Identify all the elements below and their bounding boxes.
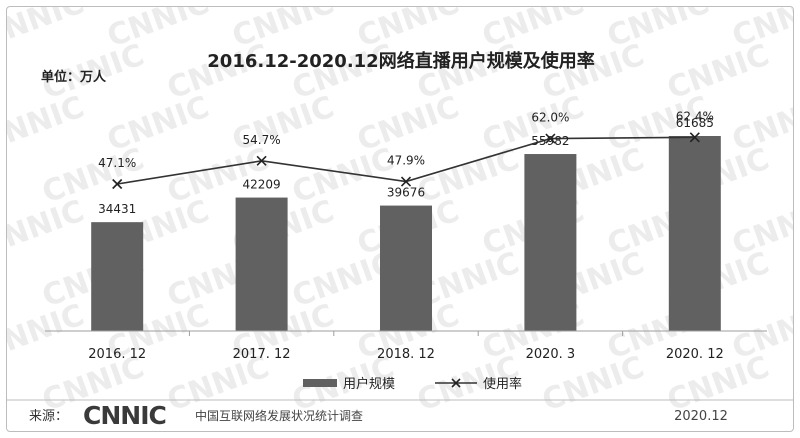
legend-marker-rate <box>451 378 461 388</box>
unit-label: 单位：万人 <box>41 69 107 85</box>
x-tick-label: 2020. 12 <box>666 347 724 362</box>
bar <box>380 205 432 331</box>
org-name: 中国互联网络发展状况统计调查 <box>195 408 363 423</box>
chart: CNNIC CNNIC CNNIC CNNIC CNNIC CNNIC CNNICCNNIC… <box>7 7 794 430</box>
report-date: 2020.12 <box>674 409 728 424</box>
watermark-text: CNNIC <box>788 142 794 211</box>
watermark-text: CNNIC <box>288 142 399 211</box>
rate-marker <box>256 155 267 166</box>
bar-value-label: 61685 <box>676 116 714 130</box>
watermark-text: CNNIC <box>413 38 524 107</box>
bar <box>668 136 721 331</box>
watermark-text: CNNIC <box>788 350 794 419</box>
legend: 用户规模 使用率 <box>303 376 522 392</box>
rate-value-label: 47.9% <box>387 154 425 168</box>
rate-value-label: 62.0% <box>531 111 569 125</box>
watermark-text: CNNIC <box>7 194 89 263</box>
source-label: 来源： <box>29 409 68 424</box>
legend-label-users: 用户规模 <box>343 376 395 392</box>
cnnic-logo: CNNIC <box>83 401 166 430</box>
bar-value-label: 39676 <box>387 186 425 200</box>
bar-value-label: 42209 <box>243 178 281 192</box>
x-tick-label: 2016. 12 <box>88 347 146 362</box>
bar-series <box>91 136 721 331</box>
bar-value-label: 34431 <box>98 202 136 216</box>
chart-title: 2016.12-2020.12网络直播用户规模及使用率 <box>207 50 594 72</box>
watermark-text: CNNIC <box>7 7 89 55</box>
bar <box>91 222 144 331</box>
legend-label-rate: 使用率 <box>483 376 522 392</box>
rate-marker <box>400 176 412 187</box>
watermark-text: CNNIC <box>788 38 794 107</box>
data-labels: 34431 47.1% 42209 54.7% 39676 47.9% 55982 62.0%… <box>98 109 714 216</box>
bar <box>235 197 288 331</box>
watermark-text: CNNIC <box>788 246 794 315</box>
watermark-text: CNNIC <box>163 38 274 107</box>
watermark-text: CNNIC <box>7 298 89 367</box>
bar <box>524 154 577 331</box>
watermark-text: CNNIC <box>288 38 399 107</box>
rate-value-label: 62.4% <box>676 109 714 123</box>
watermark-text: CNNIC <box>663 38 774 107</box>
rate-marker <box>112 178 123 190</box>
rate-value-label: 54.7% <box>243 133 281 147</box>
bar-value-label: 55982 <box>531 134 569 148</box>
line-series <box>112 132 700 190</box>
legend-swatch-users <box>303 379 337 387</box>
chart-frame: CNNIC CNNIC CNNIC CNNIC CNNIC CNNIC CNNIC CNNIC… <box>6 6 794 432</box>
x-tick-label: 2017. 12 <box>233 347 291 362</box>
x-tick-label: 2018. 12 <box>377 347 435 362</box>
watermark-text: CNNIC <box>38 142 149 211</box>
rate-marker <box>545 133 556 144</box>
x-tick-label: 2020. 3 <box>526 347 576 362</box>
rate-marker <box>689 132 700 143</box>
watermark-text: CNNIC <box>7 90 89 159</box>
watermark-text: CNNIC <box>538 38 649 107</box>
x-axis-ticks: 2016. 12 2017. 12 2018. 12 2020. 3 2020. 12 <box>88 331 724 362</box>
rate-value-label: 47.1% <box>98 156 136 170</box>
